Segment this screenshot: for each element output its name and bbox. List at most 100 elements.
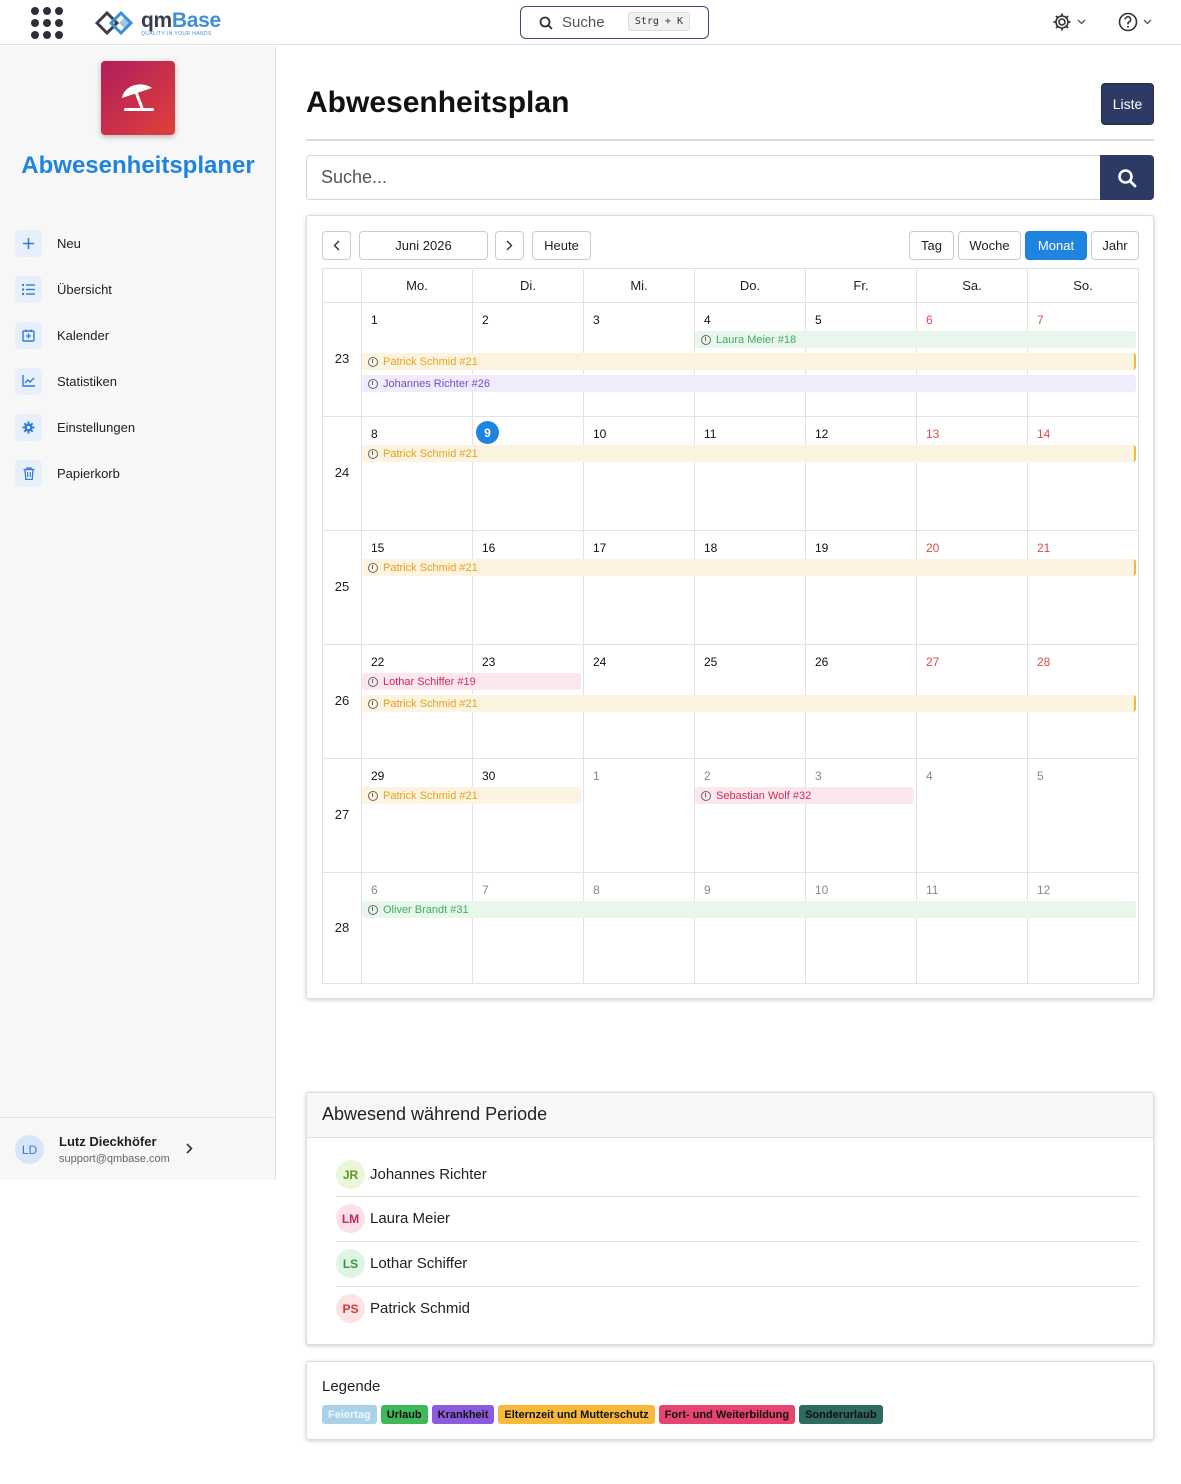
grid-line <box>323 302 1138 303</box>
divider <box>336 1241 1139 1242</box>
day-number[interactable]: 29 <box>371 769 385 783</box>
sidebar-item-uebersicht[interactable]: Übersicht <box>15 266 135 312</box>
calendar-event[interactable]: Patrick Schmid #21 <box>362 445 1136 462</box>
day-number[interactable]: 19 <box>815 541 829 555</box>
day-number[interactable]: 26 <box>815 655 829 669</box>
calendar-event[interactable]: Patrick Schmid #21 <box>362 353 1136 370</box>
user-profile[interactable]: LD Lutz Dieckhöfer support@qmbase.com <box>0 1117 276 1180</box>
view-tag-button[interactable]: Tag <box>909 231 954 260</box>
view-monat-button[interactable]: Monat <box>1025 231 1087 260</box>
day-number[interactable]: 22 <box>371 655 385 669</box>
day-number[interactable]: 27 <box>926 655 940 669</box>
qmbase-logo[interactable]: qmBase QUALITY IN YOUR HANDS <box>95 8 221 38</box>
next-month-button[interactable] <box>495 231 524 260</box>
day-number[interactable]: 21 <box>1037 541 1051 555</box>
view-jahr-button[interactable]: Jahr <box>1091 231 1139 260</box>
sidebar-nav: Neu Übersicht Kalender Statistiken Einst… <box>15 220 135 496</box>
search-button[interactable] <box>1100 155 1154 200</box>
sidebar-item-label: Neu <box>57 235 81 251</box>
day-number[interactable]: 17 <box>593 541 607 555</box>
settings-menu[interactable] <box>1052 12 1086 32</box>
day-number[interactable]: 18 <box>704 541 718 555</box>
day-number[interactable]: 12 <box>1037 883 1051 897</box>
day-number[interactable]: 15 <box>371 541 385 555</box>
help-icon <box>1118 12 1138 32</box>
chart-line-icon <box>15 367 42 395</box>
day-number[interactable]: 11 <box>704 427 717 441</box>
day-number[interactable]: 12 <box>815 427 829 441</box>
day-number[interactable]: 8 <box>371 427 378 441</box>
calendar-event[interactable]: Patrick Schmid #21 <box>362 787 581 804</box>
calendar-event[interactable]: Lothar Schiffer #19 <box>362 673 581 690</box>
day-number[interactable]: 16 <box>482 541 496 555</box>
divider <box>336 1196 1139 1197</box>
day-number[interactable]: 10 <box>815 883 829 897</box>
day-number[interactable]: 6 <box>926 313 933 327</box>
month-label[interactable]: Juni 2026 <box>359 231 488 260</box>
avatar: LS <box>336 1249 365 1278</box>
day-number[interactable]: 1 <box>371 313 378 327</box>
list-item[interactable]: PS Patrick Schmid <box>336 1286 1139 1331</box>
day-number[interactable]: 7 <box>482 883 489 897</box>
sidebar-item-label: Papierkorb <box>57 465 120 481</box>
qmbase-logo-mark <box>95 10 134 36</box>
global-search-button[interactable]: Suche Strg + K <box>520 6 709 39</box>
grid-line <box>1027 269 1028 983</box>
day-number[interactable]: 30 <box>482 769 496 783</box>
today-button[interactable]: Heute <box>532 231 591 260</box>
list-view-button[interactable]: Liste <box>1101 83 1154 125</box>
today-day-number[interactable]: 9 <box>476 421 499 444</box>
legend-badge-sonderurlaub: Sonderurlaub <box>799 1405 883 1424</box>
day-number[interactable]: 4 <box>926 769 933 783</box>
search-input[interactable] <box>306 155 1100 200</box>
grid-line <box>916 269 917 983</box>
sidebar-item-kalender[interactable]: Kalender <box>15 312 135 358</box>
day-number[interactable]: 6 <box>371 883 378 897</box>
day-number[interactable]: 5 <box>815 313 822 327</box>
day-number[interactable]: 23 <box>482 655 496 669</box>
day-number[interactable]: 14 <box>1037 427 1051 441</box>
page-title: Abwesenheitsplan <box>306 86 570 119</box>
sidebar-item-neu[interactable]: Neu <box>15 220 135 266</box>
weekday-header: Fr. <box>805 269 916 302</box>
day-number[interactable]: 1 <box>593 769 600 783</box>
day-number[interactable]: 2 <box>704 769 711 783</box>
day-number[interactable]: 4 <box>704 313 711 327</box>
day-number[interactable]: 2 <box>482 313 489 327</box>
chevron-right-icon <box>506 240 513 251</box>
view-woche-button[interactable]: Woche <box>958 231 1021 260</box>
app-icon <box>101 61 175 135</box>
prev-month-button[interactable] <box>322 231 351 260</box>
day-number[interactable]: 8 <box>593 883 600 897</box>
day-number[interactable]: 28 <box>1037 655 1051 669</box>
sidebar-item-einstellungen[interactable]: Einstellungen <box>15 404 135 450</box>
day-number[interactable]: 25 <box>704 655 718 669</box>
calendar-event[interactable]: Oliver Brandt #31 <box>362 901 1136 918</box>
week-number: 26 <box>334 693 350 708</box>
calendar-event[interactable]: Patrick Schmid #21 <box>362 559 1136 576</box>
list-item[interactable]: LM Laura Meier <box>336 1196 1139 1241</box>
app-launcher-icon[interactable] <box>31 7 63 39</box>
day-number[interactable]: 24 <box>593 655 607 669</box>
day-number[interactable]: 5 <box>1037 769 1044 783</box>
calendar-event[interactable]: Sebastian Wolf #32 <box>695 787 914 804</box>
day-number[interactable]: 9 <box>704 883 711 897</box>
help-menu[interactable] <box>1118 12 1152 32</box>
day-number[interactable]: 13 <box>926 427 940 441</box>
calendar-event[interactable]: Johannes Richter #26 <box>362 375 1136 392</box>
list-item[interactable]: JR Johannes Richter <box>336 1152 1139 1197</box>
sidebar-item-papierkorb[interactable]: Papierkorb <box>15 450 135 496</box>
day-number[interactable]: 11 <box>926 883 939 897</box>
sidebar-item-statistiken[interactable]: Statistiken <box>15 358 135 404</box>
grid-line <box>323 530 1138 531</box>
grid-line <box>472 269 473 983</box>
day-number[interactable]: 7 <box>1037 313 1044 327</box>
day-number[interactable]: 20 <box>926 541 940 555</box>
day-number[interactable]: 3 <box>593 313 600 327</box>
grid-line <box>323 416 1138 417</box>
day-number[interactable]: 10 <box>593 427 607 441</box>
calendar-event[interactable]: Laura Meier #18 <box>695 331 1136 348</box>
list-item[interactable]: LS Lothar Schiffer <box>336 1241 1139 1286</box>
day-number[interactable]: 3 <box>815 769 822 783</box>
calendar-event[interactable]: Patrick Schmid #21 <box>362 695 1136 712</box>
